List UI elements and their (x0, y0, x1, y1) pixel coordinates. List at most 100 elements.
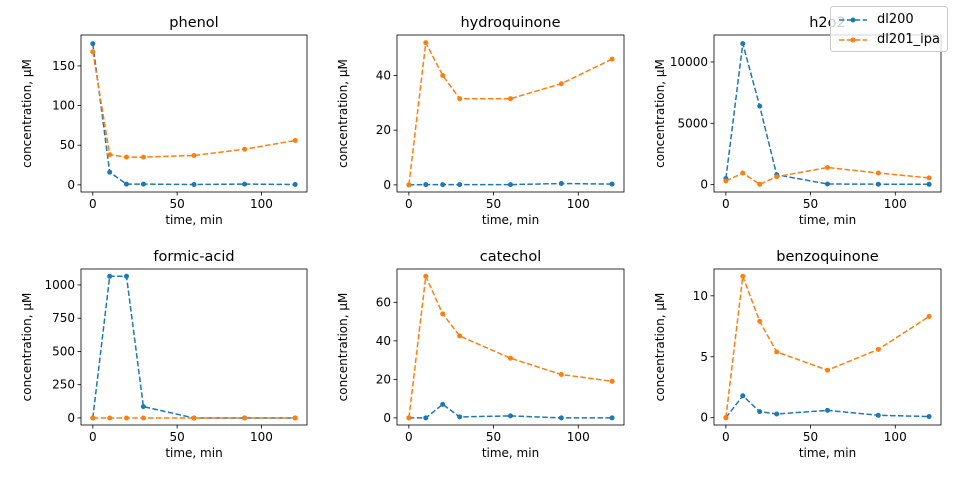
data-point-dl200 (440, 182, 446, 188)
legend-line-dl200 (839, 17, 867, 23)
data-point-dl200 (757, 409, 763, 415)
y-axis-label: concentration, μM (336, 59, 350, 168)
data-point-dl201-ipa (875, 346, 881, 352)
x-tick-label: 0 (405, 197, 413, 211)
data-point-dl200 (457, 414, 463, 420)
y-tick-label: 5 (700, 350, 708, 364)
data-point-dl201-ipa (406, 182, 412, 188)
x-axis-label: time, min (799, 446, 856, 460)
data-point-dl200 (423, 415, 429, 421)
x-axis-label: time, min (482, 213, 539, 227)
legend: dl200 dl201_ipa (830, 6, 948, 52)
x-axis-label: time, min (165, 446, 222, 460)
data-point-dl201-ipa (242, 146, 248, 152)
legend-line-dl201-ipa (839, 37, 867, 43)
panel-title: hydroquinone (460, 15, 560, 31)
y-tick-label: 5000 (677, 116, 708, 130)
x-axis-label: time, min (165, 213, 222, 227)
x-tick-label: 100 (884, 430, 907, 444)
data-point-dl201-ipa (457, 96, 463, 102)
x-tick-label: 50 (169, 430, 184, 444)
x-axis-label: time, min (799, 213, 856, 227)
data-point-dl201-ipa (124, 415, 129, 421)
data-point-dl200 (926, 181, 932, 187)
data-point-dl200 (191, 182, 197, 187)
y-tick-label: 20 (376, 123, 391, 137)
panel-title: benzoquinone (776, 249, 878, 265)
data-point-dl201-ipa (757, 181, 763, 187)
axes-frame (396, 268, 625, 426)
axes-frame (713, 34, 942, 193)
legend-label-dl201-ipa: dl201_ipa (877, 32, 941, 47)
data-point-dl201-ipa (926, 175, 932, 181)
data-point-dl200 (825, 181, 830, 187)
series-line-dl200 (92, 275, 296, 419)
data-point-dl200 (242, 181, 248, 187)
data-point-dl201-ipa (740, 273, 746, 279)
data-point-dl200 (774, 411, 780, 417)
axes-frame (80, 34, 308, 193)
series-line-dl201-ipa (408, 273, 613, 418)
panel-title: phenol (169, 15, 218, 31)
data-point-dl201-ipa (457, 333, 463, 339)
data-point-dl200 (825, 407, 830, 413)
axes-frame (396, 34, 625, 193)
data-point-dl201-ipa (926, 314, 932, 319)
y-axis-label: concentration, μM (653, 293, 667, 402)
data-point-dl200 (423, 182, 429, 188)
y-tick-label: 250 (52, 378, 75, 392)
y-tick-label: 10 (693, 289, 708, 303)
data-point-dl201-ipa (107, 415, 113, 421)
data-point-dl201-ipa (609, 56, 615, 62)
data-point-dl200 (124, 181, 129, 187)
x-tick-label: 100 (250, 430, 273, 444)
data-point-dl201-ipa (191, 415, 197, 421)
y-tick-label: 10000 (670, 55, 708, 69)
y-axis-label: concentration, μM (20, 59, 34, 168)
panel-phenol: 0 50 100 0 50 100 150 phenol time, min concentrat… (20, 15, 308, 227)
y-tick-label: 0 (67, 178, 75, 192)
y-tick-label: 0 (67, 411, 75, 425)
x-tick-label: 50 (486, 430, 501, 444)
data-point-dl201-ipa (90, 49, 96, 55)
y-tick-label: 0 (383, 411, 391, 425)
data-point-dl201-ipa (723, 415, 729, 421)
data-point-dl201-ipa (440, 311, 446, 317)
data-point-dl201-ipa (774, 174, 780, 180)
data-point-dl200 (875, 181, 881, 187)
x-tick-label: 50 (486, 197, 501, 211)
panel-title: catechol (480, 249, 542, 265)
data-point-dl201-ipa (825, 367, 830, 373)
data-point-dl200 (740, 393, 746, 399)
y-tick-label: 1000 (44, 278, 75, 292)
data-point-dl200 (875, 412, 881, 418)
y-tick-label: 50 (60, 138, 75, 152)
data-point-dl201-ipa (292, 415, 298, 421)
y-tick-label: 150 (52, 59, 75, 73)
y-tick-label: 0 (383, 178, 391, 192)
data-point-dl201-ipa (140, 415, 146, 421)
data-point-dl200 (757, 103, 763, 109)
data-point-dl201-ipa (508, 96, 513, 102)
series-line-dl200 (725, 43, 930, 186)
data-point-dl201-ipa (609, 378, 615, 384)
series-line-dl201-ipa (92, 51, 296, 158)
y-axis-label: concentration, μM (653, 59, 667, 168)
panel-benzoquinone: 0 50 100 0 5 10 benzoquinone time, min concentra… (653, 249, 942, 460)
data-point-dl200 (140, 181, 146, 187)
data-point-dl200 (926, 414, 932, 419)
y-tick-label: 750 (52, 311, 75, 325)
data-point-dl200 (107, 169, 113, 175)
y-tick-label: 500 (52, 344, 75, 358)
data-point-dl201-ipa (558, 372, 564, 377)
x-tick-label: 0 (89, 197, 97, 211)
data-point-dl201-ipa (825, 165, 830, 170)
data-point-dl201-ipa (558, 81, 564, 87)
data-point-dl200 (90, 41, 96, 47)
y-tick-label: 0 (700, 411, 708, 425)
x-tick-label: 0 (89, 430, 97, 444)
axes-frame (80, 268, 308, 426)
data-point-dl200 (107, 273, 113, 279)
y-tick-label: 40 (376, 334, 391, 348)
